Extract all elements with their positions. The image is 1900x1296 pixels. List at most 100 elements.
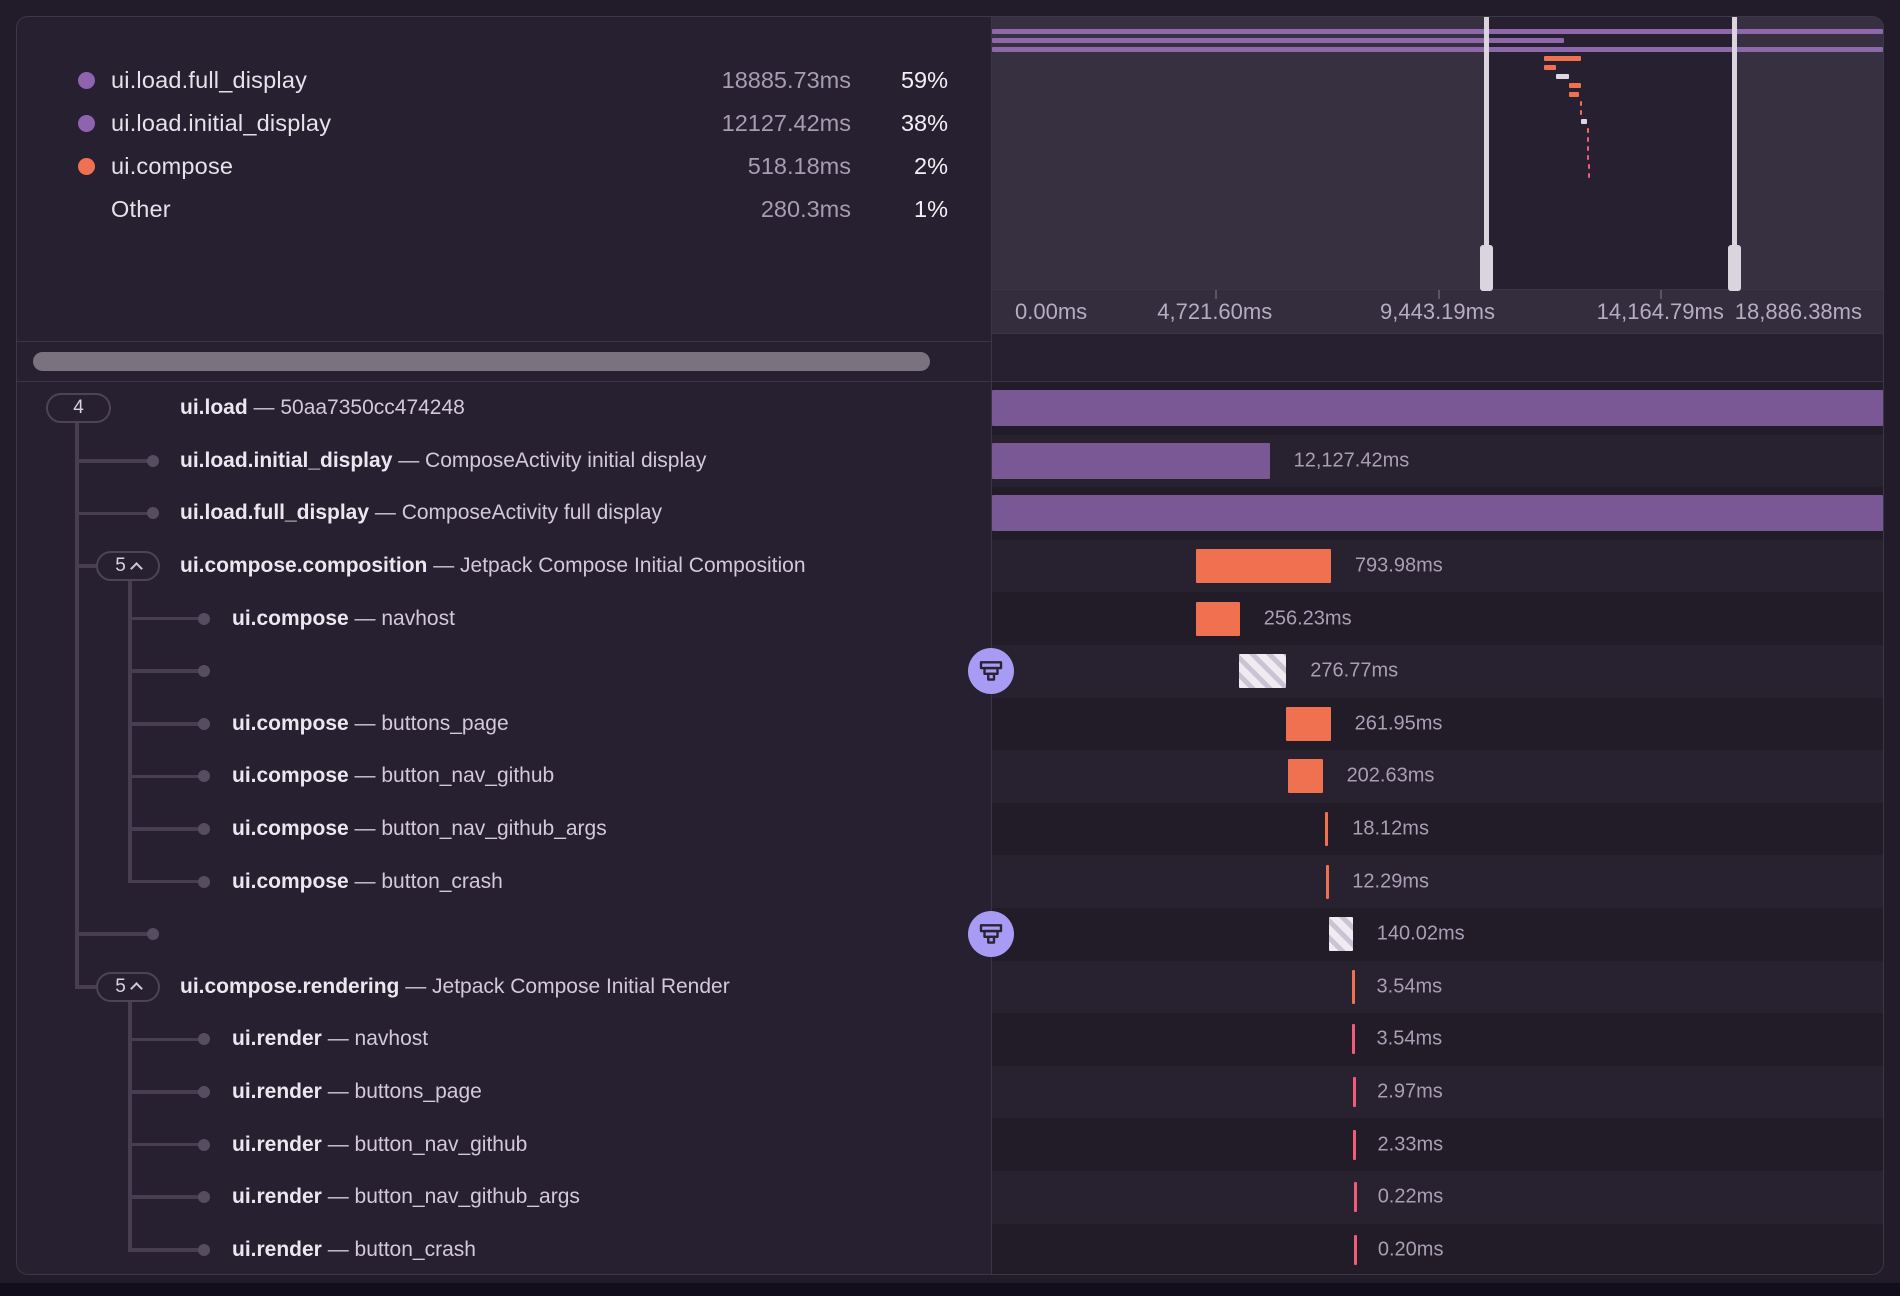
span-duration-bar[interactable] [1352, 1077, 1356, 1108]
span-row[interactable]: ui.render — button_nav_github 2.33ms [17, 1118, 1883, 1171]
span-tree-cell[interactable]: 5 ui.compose.rendering — Jetpack Compose … [17, 960, 991, 1014]
span-description: — button_nav_github_args [348, 817, 607, 841]
span-tree-cell[interactable]: ui.render — buttons_page [17, 1065, 991, 1119]
span-duration-bar[interactable] [1351, 1024, 1355, 1055]
span-row[interactable]: ui.load.full_display — ComposeActivity f… [17, 487, 1883, 540]
span-row[interactable]: ui.compose — buttons_page 261.95ms [17, 697, 1883, 751]
span-row[interactable]: 276.77ms [17, 644, 1883, 698]
span-bar-cell[interactable] [991, 487, 1883, 540]
legend-op-label: ui.load.initial_display [111, 110, 332, 136]
profile-flamegraph-icon[interactable] [968, 911, 1014, 958]
span-row[interactable]: 5 ui.compose.rendering — Jetpack Compose … [17, 960, 1883, 1014]
span-tree-cell[interactable]: ui.render — button_nav_github_args [17, 1170, 991, 1224]
axis-tick-mark [1214, 290, 1217, 299]
span-row[interactable]: ui.compose — button_nav_github_args 18.12… [17, 802, 1883, 856]
span-duration-label: 2.33ms [1377, 1133, 1444, 1156]
span-tree-cell[interactable]: ui.compose — buttons_page [17, 697, 991, 751]
span-bar-cell[interactable]: 3.54ms [991, 1013, 1883, 1066]
tree-connector-line [75, 802, 79, 856]
span-tree-cell[interactable]: ui.render — button_crash [17, 1223, 991, 1274]
span-tree-cell[interactable]: ui.load.full_display — ComposeActivity f… [17, 487, 991, 540]
span-tree-cell[interactable]: 4 ui.load — 50aa7350cc474248 [17, 382, 991, 435]
span-duration-bar[interactable] [1326, 864, 1330, 899]
span-row[interactable]: ui.render — navhost 3.54ms [17, 1013, 1883, 1066]
span-tree-cell[interactable]: ui.compose — button_nav_github_args [17, 802, 991, 856]
span-label: ui.render — button_nav_github_args [232, 1185, 580, 1209]
tree-connector-line [75, 644, 79, 698]
span-bar-cell[interactable]: 276.77ms [991, 644, 1883, 698]
minimap-handle-grip[interactable] [1728, 245, 1742, 291]
span-duration-bar[interactable] [1353, 1129, 1357, 1160]
axis-tick-mark [1437, 290, 1440, 299]
span-collapse-badge[interactable]: 5 [96, 551, 160, 582]
span-row[interactable]: 140.02ms [17, 907, 1883, 961]
span-tree-cell[interactable]: ui.render — navhost [17, 1013, 991, 1066]
span-bar-cell[interactable] [991, 382, 1883, 435]
span-bar-cell[interactable]: 0.22ms [991, 1170, 1883, 1224]
span-bar-cell[interactable]: 12,127.42ms [991, 434, 1883, 488]
span-row[interactable]: ui.compose — button_nav_github 202.63ms [17, 750, 1883, 803]
span-duration-bar[interactable] [1196, 549, 1331, 584]
span-duration-bar[interactable] [1353, 1234, 1357, 1265]
span-description: — button_crash [321, 1237, 476, 1261]
profile-flamegraph-icon[interactable] [968, 648, 1014, 695]
span-tree-cell[interactable]: ui.compose — navhost [17, 592, 991, 645]
span-description: — Jetpack Compose Initial Composition [427, 554, 806, 578]
span-duration-bar[interactable] [1239, 654, 1287, 689]
span-duration-bar[interactable] [1288, 759, 1323, 794]
span-bar-cell[interactable]: 18.12ms [991, 802, 1883, 856]
span-row[interactable]: 5 ui.compose.composition — Jetpack Compos… [17, 539, 1883, 593]
span-bar-cell[interactable]: 261.95ms [991, 697, 1883, 751]
minimap-viewport[interactable] [1486, 17, 1735, 289]
span-description: — navhost [348, 606, 455, 630]
legend-duration: 18885.73ms [721, 67, 851, 93]
span-bar-cell[interactable]: 2.33ms [991, 1118, 1883, 1171]
span-row[interactable]: ui.render — button_crash 0.20ms [17, 1223, 1883, 1274]
span-tree-cell[interactable] [17, 907, 991, 961]
badge-count: 4 [73, 397, 84, 419]
tree-connector-stub [128, 1090, 204, 1094]
span-op: ui.compose [232, 764, 349, 788]
span-row[interactable]: 4 ui.load — 50aa7350cc474248 [17, 382, 1883, 435]
span-duration-bar[interactable] [992, 495, 1883, 532]
span-op: ui.compose.rendering [180, 974, 400, 998]
span-description: — ComposeActivity initial display [392, 448, 707, 472]
span-duration-bar[interactable] [992, 390, 1883, 427]
span-bar-cell[interactable]: 140.02ms [991, 907, 1883, 961]
span-bar-cell[interactable]: 0.20ms [991, 1223, 1883, 1274]
span-duration-bar[interactable] [992, 442, 1270, 479]
span-tree-cell[interactable]: ui.compose — button_nav_github [17, 750, 991, 803]
span-bar-cell[interactable]: 256.23ms [991, 592, 1883, 645]
span-row[interactable]: ui.render — button_nav_github_args 0.22ms [17, 1170, 1883, 1224]
minimap-handle-grip[interactable] [1480, 245, 1494, 291]
span-row[interactable]: ui.compose — button_crash 12.29ms [17, 855, 1883, 908]
span-duration-bar[interactable] [1286, 706, 1331, 741]
horizontal-scrollbar-thumb[interactable] [33, 352, 930, 371]
span-row[interactable]: ui.compose — navhost 256.23ms [17, 592, 1883, 645]
span-collapse-badge[interactable]: 4 [46, 393, 111, 424]
span-bar-cell[interactable]: 793.98ms [991, 539, 1883, 593]
trace-minimap[interactable] [992, 17, 1883, 291]
span-row[interactable]: ui.render — buttons_page 2.97ms [17, 1065, 1883, 1119]
span-row[interactable]: ui.load.initial_display — ComposeActivit… [17, 434, 1883, 488]
minimap-handle-right[interactable] [1728, 17, 1742, 291]
span-tree-cell[interactable] [17, 644, 991, 698]
span-bar-cell[interactable]: 3.54ms [991, 960, 1883, 1014]
span-collapse-badge[interactable]: 5 [96, 971, 160, 1002]
tree-node-dot [198, 665, 210, 678]
span-bar-cell[interactable]: 12.29ms [991, 855, 1883, 908]
span-tree-cell[interactable]: ui.render — button_nav_github [17, 1118, 991, 1171]
minimap-handle-left[interactable] [1480, 17, 1494, 291]
span-duration-bar[interactable] [1351, 969, 1355, 1004]
span-bar-cell[interactable]: 2.97ms [991, 1065, 1883, 1119]
span-duration-bar[interactable] [1329, 917, 1353, 952]
horizontal-scrollbar-track[interactable] [17, 341, 991, 381]
span-duration-bar[interactable] [1353, 1182, 1357, 1213]
span-bar-cell[interactable]: 202.63ms [991, 750, 1883, 803]
span-tree-cell[interactable]: ui.compose — button_crash [17, 855, 991, 908]
span-tree-cell[interactable]: 5 ui.compose.composition — Jetpack Compos… [17, 539, 991, 593]
span-op: ui.render [232, 1027, 322, 1051]
span-tree-cell[interactable]: ui.load.initial_display — ComposeActivit… [17, 434, 991, 488]
span-duration-bar[interactable] [1196, 601, 1240, 636]
span-duration-bar[interactable] [1325, 812, 1329, 847]
